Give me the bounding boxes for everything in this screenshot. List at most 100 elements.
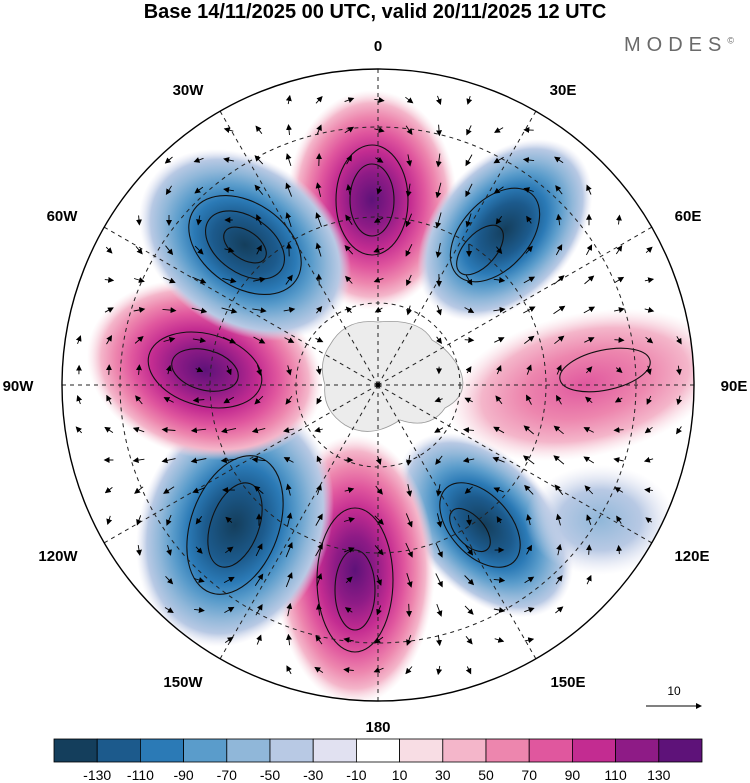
colorbar-tick-label: 30 [435,767,451,783]
colorbar-swatch [269,738,314,763]
wind-vector-arrow [526,514,532,526]
wind-vector-arrow [376,574,382,586]
wind-vector-arrow [586,244,593,256]
wind-vector-arrow [163,486,175,494]
wind-vector-arrow [493,277,506,284]
wind-vector-arrow [584,275,595,285]
colorbar-tick-label: -110 [127,767,154,783]
wind-vector-arrow [255,543,263,557]
wind-vector-arrow [136,364,142,375]
lon-label-150w: 150W [163,674,203,691]
wind-vector-arrow [374,306,383,313]
wind-vector-arrow [315,95,323,104]
colorbar-swatch [399,738,444,763]
wind-vector-arrow [644,277,655,284]
wind-vector-arrow [165,245,174,256]
wind-vector-arrow [613,457,624,463]
wind-vector-arrow [464,336,475,343]
wind-vector-arrow [316,124,322,135]
lon-label-150e: 150E [550,674,585,691]
wind-vector-arrow [435,573,443,588]
wind-vector-arrow [283,427,295,433]
wind-vector-arrow [192,337,207,344]
wind-vector-arrow [316,484,322,496]
wind-vector-arrow [435,95,442,106]
wind-vector-arrow [224,606,235,613]
weak-negative-lobe-120e [525,465,675,575]
wind-vector-arrow [465,183,473,198]
wind-vector-arrow [585,366,593,374]
wind-vector-arrow [586,574,592,585]
wind-vector-arrow [221,427,237,434]
lon-label-120e: 120E [674,548,709,565]
wind-vector-arrow [193,157,204,163]
lon-label-60w: 60W [47,208,79,225]
wind-vector-arrow [613,426,624,433]
wind-vector-arrow [524,335,535,344]
wind-vector-arrow [375,157,384,163]
wind-vector-arrow [135,246,143,255]
wind-vector-arrow [376,186,383,195]
positive-lobe-90e [447,308,694,462]
wind-vector-arrow [194,577,205,583]
wind-vector-arrow [405,243,413,257]
wind-vector-arrow [285,182,293,197]
wind-vector-arrow [434,396,443,403]
wind-vector-arrow [523,306,536,314]
wind-vector-arrow [556,364,562,375]
wind-vector-arrow [285,153,292,167]
wind-vector-arrow [316,306,323,314]
wind-vector-arrow [161,426,176,433]
wind-vector-arrow [464,397,473,404]
wind-vector-arrow [315,336,324,343]
wind-vector-arrow [465,544,474,556]
lon-label-30w: 30W [173,82,205,99]
wind-vector-arrow [436,513,443,528]
wind-vector-arrow [494,337,505,343]
wind-vector-arrow [344,607,353,614]
wind-vector-arrow [464,605,474,615]
graticule [62,69,694,701]
wind-vector-arrow [252,307,267,314]
wind-vector-arrow [524,607,535,613]
wind-vector-arrow [220,457,237,464]
wind-vector-arrow [373,667,384,673]
wind-vector-arrow [583,456,595,464]
colorbar-tick-label: -90 [173,767,193,783]
wind-vector-arrow [614,487,624,493]
wind-vector-arrow [495,215,503,225]
wind-vector-arrow [615,245,623,255]
wind-vector-arrow [374,545,384,556]
colorbar-tick-label: -10 [346,767,366,783]
wind-vector-arrow [226,365,232,376]
wind-vector-arrow [436,305,442,316]
wind-vector-arrow [285,94,292,105]
wind-vector-arrow [435,182,442,199]
wind-vector-arrow [555,185,563,195]
wind-vector-arrow [285,212,292,228]
wind-vector-arrow [463,427,475,433]
wind-vector-arrow [583,306,596,314]
wind-vector-arrow [164,607,174,614]
wind-vector-arrow [190,457,207,464]
wind-vector-arrow [375,455,382,465]
wind-vector-arrow [644,487,653,494]
wind-vector-arrow [314,666,324,673]
wind-vector-arrow [75,335,82,345]
wind-vector-arrow [225,546,234,554]
wind-vector-arrow [374,96,385,103]
wind-vector-arrow [223,157,234,163]
wind-vector-arrow [586,514,592,525]
wind-vector-arrow [254,155,264,165]
wind-vector-arrow [223,127,234,134]
wind-vector-arrow [286,365,292,376]
wind-vector-arrow [106,394,112,405]
wind-vector-arrow [344,487,355,494]
wind-vector-arrow [196,215,203,226]
wind-vector-arrow [191,307,208,314]
wind-vector-arrow [466,95,473,105]
wind-vector-arrow [645,246,653,254]
wind-vector-arrow [676,426,682,435]
wind-vector-arrow [255,603,263,616]
colorbar-tick-label: -50 [260,767,280,783]
